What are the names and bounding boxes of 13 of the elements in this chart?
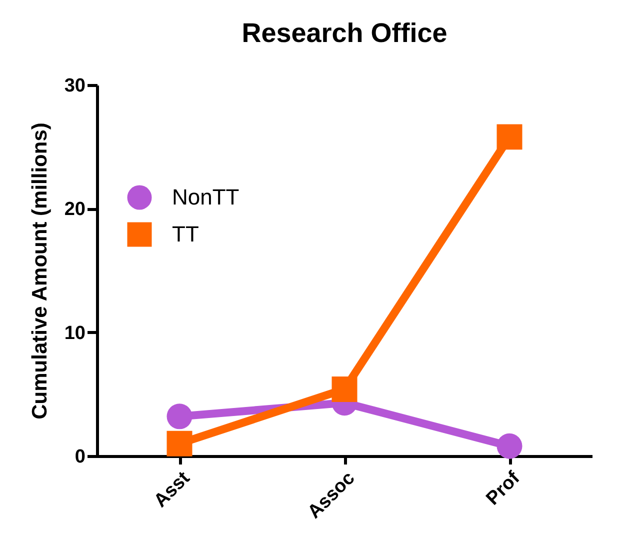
point bbox=[166, 430, 192, 456]
point bbox=[496, 433, 522, 459]
y-tick-label: 10 bbox=[64, 322, 86, 344]
point bbox=[332, 376, 358, 402]
legend-label: TT bbox=[172, 222, 199, 246]
y-tick-label: 0 bbox=[74, 446, 86, 468]
point bbox=[166, 404, 192, 430]
y-tick-label: 30 bbox=[64, 76, 86, 96]
chart-title: Research Office bbox=[242, 18, 448, 48]
y-axis-title: Cumulative Amount (millions) bbox=[28, 122, 52, 420]
y-tick-label: 20 bbox=[64, 199, 86, 220]
legend-label: NonTT bbox=[172, 184, 240, 210]
point bbox=[496, 124, 522, 150]
